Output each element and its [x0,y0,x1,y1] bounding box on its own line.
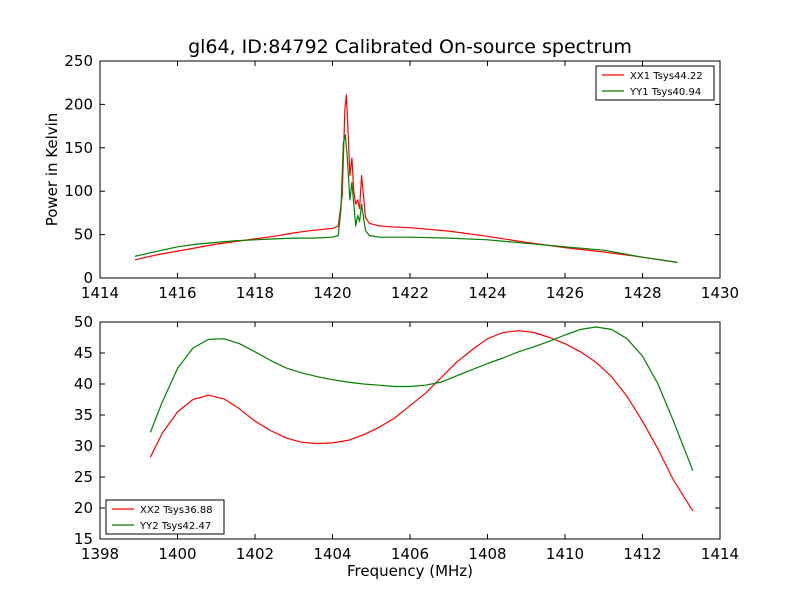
x-tick-label: 1422 [391,284,429,302]
legend: XX2 Tsys36.88 YY2 Tsys42.47 [105,499,225,535]
y-tick-label: 40 [74,375,93,393]
x-axis-label: Frequency (MHz) [347,562,473,580]
y-tick-label: 15 [74,530,93,548]
y-tick-label: 100 [64,182,93,200]
x-tick-label: 1430 [701,284,739,302]
legend-label: YY1 Tsys40.94 [629,87,701,98]
panel-1: 1414 1416 1418 1420 1422 1424 1426 1428 1430 0 50 1… [43,52,739,302]
panel-2: 1398 1400 1402 1404 1406 1408 1410 1412 1414 15 20… [74,313,739,580]
x-tick-label: 1428 [623,284,661,302]
x-tick-label: 1404 [313,545,351,563]
y-tick-label: 150 [64,139,93,157]
x-tick-label: 1420 [313,284,351,302]
y-tick-label: 0 [83,269,93,287]
x-tick-label: 1414 [701,545,739,563]
x-tick-label: 1426 [546,284,584,302]
series-line-1-1 [134,94,678,263]
x-tick-label: 1416 [158,284,196,302]
x-tick-label: 1414 [81,284,119,302]
legend-label: XX2 Tsys36.88 [140,505,213,516]
y-axis-label: Power in Kelvin [43,113,61,227]
x-tick-label: 1406 [391,545,429,563]
series-line-2-1 [149,330,694,512]
y-tick-label: 45 [74,344,93,362]
x-tick-label: 1412 [623,545,661,563]
x-tick-label: 1418 [236,284,274,302]
y-tick-label: 30 [74,437,93,455]
series-line-1-2 [134,134,678,263]
legend: XX1 Tsys44.22 YY1 Tsys40.94 [595,65,715,101]
legend-label: YY2 Tsys42.47 [139,521,211,532]
y-tick-label: 200 [64,95,93,113]
x-tick-label: 1408 [468,545,506,563]
x-tick-label: 1400 [158,545,196,563]
y-tick-label: 20 [74,499,93,517]
series-line-2-2 [149,326,694,472]
legend-box [105,499,225,535]
chart-title: gl64, ID:84792 Calibrated On-source spec… [188,36,632,58]
legend-label: XX1 Tsys44.22 [630,71,703,82]
y-tick-label: 35 [74,406,93,424]
legend-box [595,65,715,101]
y-tick-label: 50 [74,226,93,244]
y-tick-label: 50 [74,313,93,331]
x-tick-label: 1402 [236,545,274,563]
y-tick-label: 250 [64,52,93,70]
x-tick-label: 1424 [468,284,506,302]
y-tick-label: 25 [74,468,93,486]
x-tick-label: 1410 [546,545,584,563]
x-tick-label: 1398 [81,545,119,563]
